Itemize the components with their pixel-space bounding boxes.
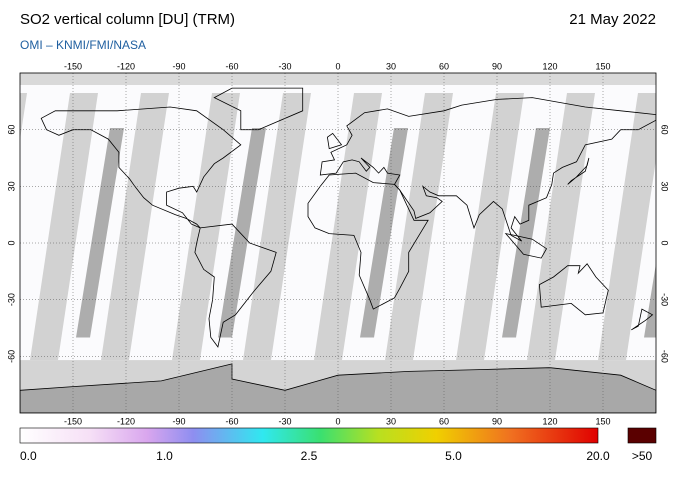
- row-anomaly: [218, 128, 266, 338]
- colorbar-label: 20.0: [586, 449, 610, 463]
- lon-label-bottom: 30: [386, 416, 396, 426]
- title: SO2 vertical column [DU] (TRM): [20, 11, 235, 28]
- colorbar-label: 5.0: [445, 449, 462, 463]
- lon-label-top: 150: [595, 61, 610, 71]
- graticule: [20, 73, 656, 413]
- lon-label-top: -30: [278, 61, 291, 71]
- lon-label-top: 0: [335, 61, 340, 71]
- lat-label-right: -60: [660, 350, 670, 363]
- lon-label-top: 120: [542, 61, 557, 71]
- lon-label-bottom: 90: [492, 416, 502, 426]
- lon-label-top: 90: [492, 61, 502, 71]
- lat-label-right: 0: [660, 240, 670, 245]
- subtitle: OMI – KNMI/FMI/NASA: [20, 38, 146, 52]
- overflow-label: >50: [632, 449, 653, 463]
- lon-label-top: -90: [172, 61, 185, 71]
- swath-gap: [20, 93, 27, 140]
- lon-label-bottom: 150: [595, 416, 610, 426]
- swath-gap: [385, 93, 453, 361]
- lat-label-left: -60: [6, 350, 16, 363]
- lat-label-left: 0: [6, 240, 16, 245]
- lon-label-bottom: -90: [172, 416, 185, 426]
- colorbar: [19, 427, 599, 444]
- colorbar-label: 2.5: [301, 449, 318, 463]
- swath-gap: [314, 93, 382, 361]
- date: 21 May 2022: [569, 11, 656, 28]
- coastline: [326, 132, 343, 150]
- lat-label-right: -30: [660, 293, 670, 306]
- swath-gap: [30, 93, 98, 361]
- lon-label-top: 30: [386, 61, 396, 71]
- lon-label-bottom: 120: [542, 416, 557, 426]
- coastline: [319, 97, 656, 242]
- coastline: [213, 87, 304, 131]
- lon-label-bottom: 60: [439, 416, 449, 426]
- coastline: [567, 157, 590, 185]
- swath-gap: [598, 93, 656, 361]
- coastline: [631, 308, 654, 331]
- row-anomaly: [644, 263, 656, 338]
- colorbar-label: 1.0: [156, 449, 173, 463]
- row-anomaly: [360, 128, 408, 338]
- lat-label-left: 60: [6, 125, 16, 135]
- lon-label-top: -150: [64, 61, 82, 71]
- row-anomaly: [76, 128, 124, 338]
- coastline: [307, 172, 429, 310]
- lon-label-bottom: -150: [64, 416, 82, 426]
- lat-label-left: -30: [6, 293, 16, 306]
- row-anomaly: [502, 128, 550, 338]
- lon-label-bottom: 0: [335, 416, 340, 426]
- map-frame: [19, 72, 657, 414]
- lon-label-top: 60: [439, 61, 449, 71]
- swath-gap: [456, 93, 524, 361]
- lat-label-right: 60: [660, 125, 670, 135]
- coastline: [504, 232, 548, 259]
- lat-label-left: 30: [6, 181, 16, 191]
- coastline: [194, 223, 277, 348]
- colorbar-label: 0.0: [20, 449, 37, 463]
- coastline: [538, 263, 609, 316]
- swath-gap: [527, 93, 595, 361]
- lon-label-top: -120: [117, 61, 135, 71]
- lon-label-bottom: -120: [117, 416, 135, 426]
- swath-gap: [243, 93, 311, 361]
- swath-gap: [172, 93, 240, 361]
- overflow-swatch: [627, 427, 657, 444]
- lon-label-top: -60: [225, 61, 238, 71]
- lat-label-right: 30: [660, 181, 670, 191]
- coastline: [40, 106, 242, 229]
- lon-label-bottom: -30: [278, 416, 291, 426]
- lon-label-bottom: -60: [225, 416, 238, 426]
- swath-gap: [101, 93, 169, 361]
